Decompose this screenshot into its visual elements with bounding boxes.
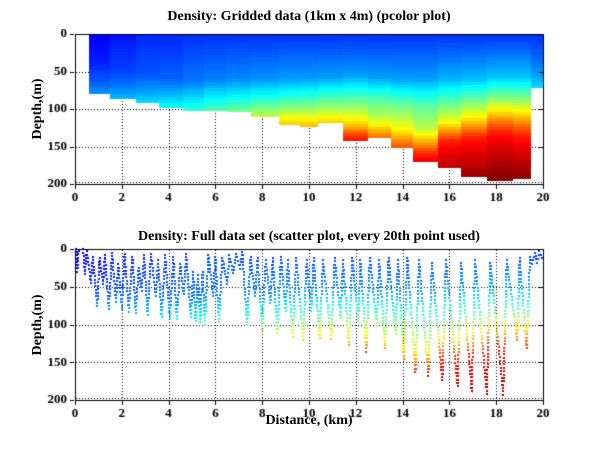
scatter-xlabel: Distance, (km)	[265, 413, 353, 428]
pcolor-title: Density: Gridded data (1km x 4m) (pcolor…	[167, 9, 451, 24]
pcolor-ylabel: Depth,(m)	[30, 78, 45, 140]
scatter-ylabel: Depth,(m)	[30, 294, 45, 356]
scatter-title: Density: Full data set (scatter plot, ev…	[138, 229, 480, 244]
